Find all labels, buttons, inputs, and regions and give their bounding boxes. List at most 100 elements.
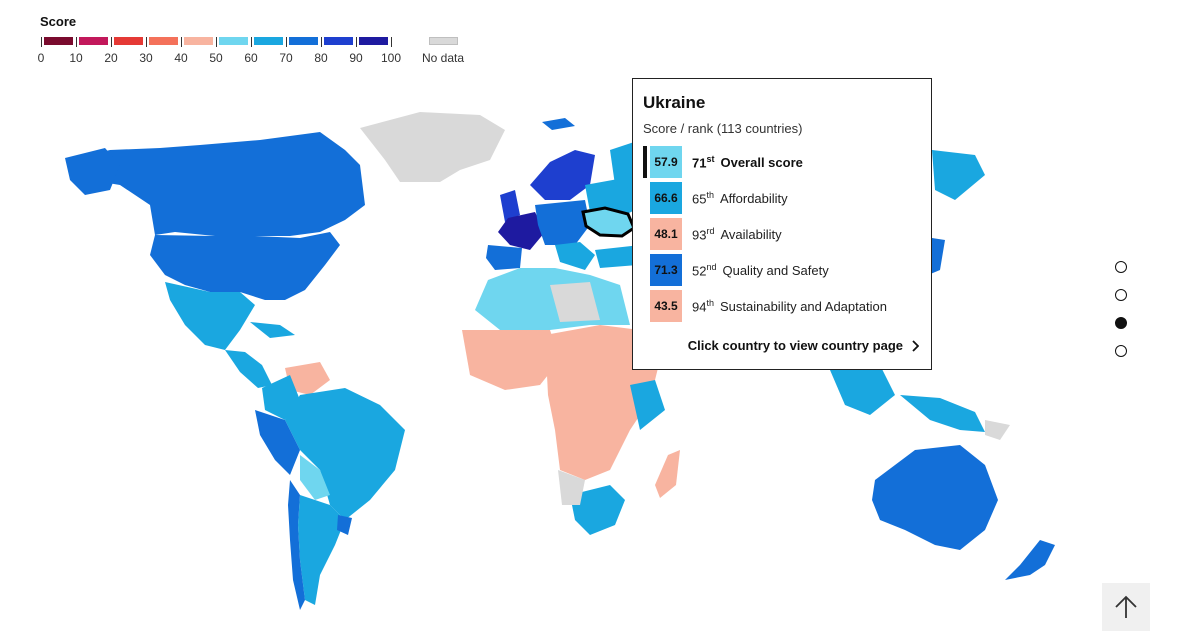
score-value-box: 66.6 [650, 182, 682, 214]
map-region-uk[interactable] [500, 190, 520, 222]
slide-dot-4[interactable] [1115, 345, 1127, 357]
map-region-indonesia[interactable] [900, 395, 985, 432]
map-region-north-africa[interactable] [475, 268, 630, 330]
legend-tick-label: 30 [139, 51, 153, 65]
map-region-png[interactable] [985, 420, 1010, 440]
rank-number: 93 [692, 227, 707, 243]
rank: 65th [692, 190, 714, 206]
map-region-scandinavia[interactable] [530, 150, 595, 200]
tooltip-score-list: 57.9 71st Overall score 66.6 65th Afford… [643, 146, 921, 322]
map-region-central-africa[interactable] [545, 325, 660, 480]
map-region-caribbean[interactable] [250, 322, 295, 338]
overall-indicator-bar [643, 146, 647, 178]
view-country-page-link[interactable]: Click country to view country page [688, 338, 919, 353]
rank-suffix: th [706, 189, 714, 200]
legend-tick-label: 0 [37, 51, 45, 65]
legend-tick [251, 37, 252, 47]
legend-tick-label: 50 [209, 51, 223, 65]
map-region-central-europe[interactable] [535, 200, 590, 245]
slide-navigation [1115, 261, 1127, 373]
legend-tick [321, 37, 322, 47]
map-region-south-africa[interactable] [570, 485, 625, 535]
map-region-bolivia[interactable] [300, 455, 330, 500]
map-region-venezuela[interactable] [285, 362, 330, 395]
legend-swatch-70-80 [289, 37, 318, 45]
metric-label: Quality and Safety [722, 262, 829, 278]
legend-tick [76, 37, 77, 47]
rank: 93rd [692, 226, 714, 242]
map-region-greenland[interactable] [360, 112, 505, 182]
arrow-up-icon [1115, 595, 1137, 618]
legend-tick-label: 40 [174, 51, 188, 65]
map-region-brazil[interactable] [285, 388, 405, 520]
map-region-iceland[interactable] [542, 118, 575, 130]
metric-label: Availability [720, 226, 782, 242]
score-row-availability: 48.1 93rd Availability [643, 218, 921, 250]
rank-number: 65 [692, 191, 707, 207]
map-region-new-zealand[interactable] [1005, 540, 1055, 580]
map-region-peru[interactable] [255, 410, 300, 475]
map-region-balkans[interactable] [555, 242, 595, 270]
map-region-east-africa[interactable] [630, 380, 665, 430]
map-region-australia[interactable] [872, 445, 998, 550]
legend-tick-label: 90 [349, 51, 363, 65]
map-region-chile[interactable] [288, 480, 305, 610]
legend-swatch-10-20 [79, 37, 108, 45]
rank-number: 94 [692, 299, 707, 315]
legend-swatch-80-90 [324, 37, 353, 45]
map-region-spain[interactable] [486, 245, 522, 270]
legend-nodata-swatch [429, 37, 458, 45]
legend-tick [216, 37, 217, 47]
map-region-france[interactable] [498, 212, 545, 250]
tooltip-country-name: Ukraine [643, 93, 706, 112]
map-region-ukraine[interactable] [581, 206, 636, 238]
map-region-angola[interactable] [558, 470, 585, 505]
chevron-right-icon [912, 339, 919, 352]
rank: 52nd [692, 262, 716, 278]
map-region-central-america[interactable] [225, 350, 272, 388]
legend-swatch-20-30 [114, 37, 143, 45]
score-value-box: 48.1 [650, 218, 682, 250]
rank-suffix: st [706, 153, 715, 164]
map-region-mexico[interactable] [165, 282, 255, 350]
legend-tick [41, 37, 42, 47]
legend-swatch-90-100 [359, 37, 388, 45]
map-region-west-africa[interactable] [462, 330, 560, 390]
rank-suffix: nd [706, 261, 717, 272]
tooltip-subtitle: Score / rank (113 countries) [643, 121, 803, 136]
legend-swatch-0-10 [44, 37, 73, 45]
map-region-south-asia-islands[interactable] [830, 365, 895, 415]
legend-swatch-60-70 [254, 37, 283, 45]
score-row-quality-safety: 71.3 52nd Quality and Safety [643, 254, 921, 286]
legend-tick [146, 37, 147, 47]
slide-dot-1[interactable] [1115, 261, 1127, 273]
legend-tick [111, 37, 112, 47]
map-region-uruguay[interactable] [337, 515, 352, 535]
map-region-libya[interactable] [550, 282, 600, 322]
map-region-alaska[interactable] [65, 148, 120, 195]
slide-dot-2[interactable] [1115, 289, 1127, 301]
map-region-argentina[interactable] [298, 495, 345, 605]
legend-tick-label: 100 [380, 51, 402, 65]
map-region-usa[interactable] [150, 232, 340, 300]
score-value-box: 57.9 [650, 146, 682, 178]
country-tooltip: Ukraine Score / rank (113 countries) 57.… [632, 78, 932, 370]
legend-title: Score [40, 14, 77, 29]
legend-swatch-30-40 [149, 37, 178, 45]
rank-number: 71 [692, 155, 707, 171]
map-region-madagascar[interactable] [655, 450, 680, 498]
legend-tick-label: 10 [69, 51, 83, 65]
metric-label: Affordability [719, 190, 788, 206]
rank: 94th [692, 298, 714, 314]
legend-tick-label: 60 [244, 51, 258, 65]
rank-suffix: th [706, 297, 714, 308]
map-region-russia-east[interactable] [932, 150, 985, 200]
slide-dot-3[interactable] [1115, 317, 1127, 329]
legend-tick-label: 80 [314, 51, 328, 65]
score-value-box: 71.3 [650, 254, 682, 286]
map-region-turkey[interactable] [595, 245, 640, 268]
map-region-canada[interactable] [70, 132, 365, 236]
back-to-top-button[interactable] [1102, 583, 1150, 631]
map-region-colombia[interactable] [262, 375, 300, 420]
